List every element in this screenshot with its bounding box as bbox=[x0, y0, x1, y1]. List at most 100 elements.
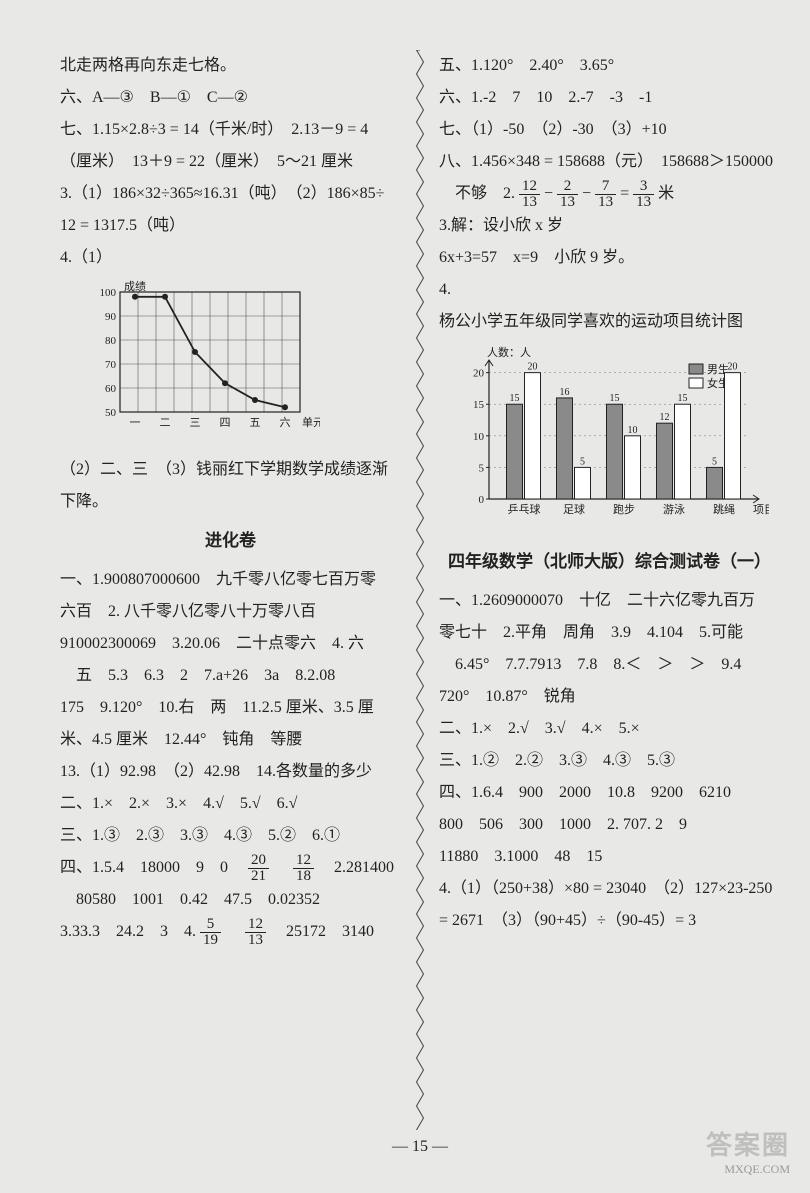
svg-text:60: 60 bbox=[105, 383, 117, 395]
text-line: 6x+3=57 x=9 小欣 9 岁。 bbox=[439, 242, 780, 274]
text-line: = 2671 （3）（90+45）÷（90-45）= 3 bbox=[439, 905, 780, 937]
text-line: 零七十 2.平角 周角 3.9 4.104 5.可能 bbox=[439, 617, 780, 649]
svg-text:5: 5 bbox=[712, 456, 717, 467]
label: 4.（1） bbox=[60, 249, 112, 266]
text-line: 720° 10.87° 锐角 bbox=[439, 681, 780, 713]
page-number: — 15 — bbox=[60, 1138, 780, 1156]
left-column: 北走两格再向东走七格。 六、A—③ B—① C—② 七、1.15×2.8÷3 =… bbox=[60, 50, 419, 1130]
text-line: 五、1.120° 2.40° 3.65° bbox=[439, 50, 780, 82]
denominator: 19 bbox=[200, 933, 221, 948]
svg-text:二: 二 bbox=[160, 417, 171, 429]
text-line: 800 506 300 1000 2. 707. 2 9 bbox=[439, 809, 780, 841]
text-line: 四、1.5.4 18000 9 0 20 21 12 18 2.281400 bbox=[60, 852, 401, 884]
text-line: 五 5.3 6.3 2 7.a+26 3a 8.2.08 bbox=[60, 660, 401, 692]
svg-text:15: 15 bbox=[678, 393, 688, 404]
text-line: 三、1.③ 2.③ 3.③ 4.③ 5.② 6.① bbox=[60, 820, 401, 852]
svg-text:游泳: 游泳 bbox=[663, 502, 685, 516]
denominator: 13 bbox=[595, 195, 616, 210]
numerator: 20 bbox=[248, 853, 269, 869]
svg-text:50: 50 bbox=[105, 407, 117, 419]
svg-text:0: 0 bbox=[479, 494, 485, 506]
numerator: 12 bbox=[245, 917, 266, 933]
fraction: 7 13 bbox=[595, 179, 616, 210]
svg-text:15: 15 bbox=[610, 393, 620, 404]
line-chart-svg: 5060708090100一二三四五六单元成绩 bbox=[80, 278, 320, 438]
bar-chart: 05101520人数：人项目男生女生1520乒乓球165足球1510跑步1215… bbox=[449, 342, 780, 539]
line-chart: 5060708090100一二三四五六单元成绩 bbox=[80, 278, 401, 450]
text: − bbox=[582, 185, 595, 202]
svg-text:足球: 足球 bbox=[563, 502, 585, 516]
svg-text:100: 100 bbox=[100, 287, 117, 299]
fraction: 3 13 bbox=[633, 179, 654, 210]
svg-text:10: 10 bbox=[473, 431, 485, 443]
svg-text:单元: 单元 bbox=[302, 416, 320, 429]
svg-text:20: 20 bbox=[528, 362, 538, 373]
bar-chart-svg: 05101520人数：人项目男生女生1520乒乓球165足球1510跑步1215… bbox=[449, 342, 769, 527]
denominator: 13 bbox=[519, 195, 540, 210]
svg-text:15: 15 bbox=[510, 393, 520, 404]
svg-text:5: 5 bbox=[580, 456, 585, 467]
denominator: 13 bbox=[245, 933, 266, 948]
numerator: 7 bbox=[595, 179, 616, 195]
watermark: 答案圈 MXQE.COM bbox=[706, 1129, 790, 1178]
watermark-url: MXQE.COM bbox=[706, 1162, 790, 1178]
svg-text:五: 五 bbox=[250, 417, 261, 429]
denominator: 21 bbox=[248, 869, 269, 884]
svg-text:10: 10 bbox=[628, 425, 638, 436]
svg-text:三: 三 bbox=[190, 417, 201, 429]
text-line: 二、1.× 2.× 3.× 4.√ 5.√ 6.√ bbox=[60, 788, 401, 820]
fraction: 20 21 bbox=[248, 853, 269, 884]
text-line: 12 = 1317.5（吨） bbox=[60, 210, 401, 242]
column-divider bbox=[419, 50, 421, 1130]
numerator: 12 bbox=[293, 853, 314, 869]
text-line: 6.45° 7.7.7913 7.8 8.＜ ＞ ＞ 9.4 bbox=[439, 649, 780, 681]
watermark-text: 答案圈 bbox=[706, 1129, 790, 1163]
svg-text:乒乓球: 乒乓球 bbox=[508, 502, 541, 516]
svg-text:跑步: 跑步 bbox=[613, 502, 635, 516]
svg-text:5: 5 bbox=[479, 462, 485, 474]
text-line: （2）二、三 （3）钱丽红下学期数学成绩逐渐 bbox=[60, 454, 401, 486]
text-line: 一、1.2609000070 十亿 二十六亿零九百万 bbox=[439, 585, 780, 617]
text: 四、1.5.4 18000 9 0 bbox=[60, 859, 244, 876]
svg-text:70: 70 bbox=[105, 359, 117, 371]
wavy-divider-svg bbox=[415, 50, 425, 1130]
denominator: 18 bbox=[293, 869, 314, 884]
text-line: 4.（1）（250+38）×80 = 23040 （2）127×23-250 bbox=[439, 873, 780, 905]
text-line: （厘米） 13＋9 = 22（厘米） 5～21 厘米 bbox=[60, 146, 401, 178]
text-line: 二、1.× 2.√ 3.√ 4.× 5.× bbox=[439, 713, 780, 745]
svg-text:20: 20 bbox=[473, 368, 485, 380]
text-line: 米、4.5 厘米 12.44° 钝角 等腰 bbox=[60, 724, 401, 756]
text-line: 11880 3.1000 48 15 bbox=[439, 841, 780, 873]
numerator: 3 bbox=[633, 179, 654, 195]
svg-text:六: 六 bbox=[280, 416, 291, 429]
svg-text:20: 20 bbox=[728, 362, 738, 373]
numerator: 2 bbox=[557, 179, 578, 195]
svg-text:四: 四 bbox=[220, 417, 231, 429]
text: 3.33.3 24.2 3 4. bbox=[60, 923, 196, 940]
section-title: 四年级数学（北师大版）综合测试卷（一） bbox=[439, 545, 780, 579]
svg-text:80: 80 bbox=[105, 335, 117, 347]
text: 2.281400 bbox=[318, 859, 394, 876]
text-line: 三、1.② 2.② 3.③ 4.③ 5.③ bbox=[439, 745, 780, 777]
chart-title: 杨公小学五年级同学喜欢的运动项目统计图 bbox=[439, 306, 780, 338]
text-line: 七、1.15×2.8÷3 = 14（千米/时） 2.13－9 = 4 bbox=[60, 114, 401, 146]
text-line: 北走两格再向东走七格。 bbox=[60, 50, 401, 82]
svg-text:项目: 项目 bbox=[753, 503, 769, 516]
text: = bbox=[620, 185, 633, 202]
text-line: 一、1.900807000600 九千零八亿零七百万零 bbox=[60, 564, 401, 596]
text-line: 13.（1）92.98 （2）42.98 14.各数量的多少 bbox=[60, 756, 401, 788]
right-column: 五、1.120° 2.40° 3.65° 六、1.-2 7 10 2.-7 -3… bbox=[421, 50, 780, 1130]
text-line: 175 9.120° 10.右 两 11.2.5 厘米、3.5 厘 bbox=[60, 692, 401, 724]
fraction: 12 13 bbox=[519, 179, 540, 210]
svg-text:12: 12 bbox=[660, 412, 670, 423]
fraction: 5 19 bbox=[200, 917, 221, 948]
fraction: 2 13 bbox=[557, 179, 578, 210]
svg-text:16: 16 bbox=[560, 387, 570, 398]
text: − bbox=[544, 185, 557, 202]
text-line: 下降。 bbox=[60, 486, 401, 518]
text-line: 六、A—③ B—① C—② bbox=[60, 82, 401, 114]
svg-text:跳绳: 跳绳 bbox=[713, 502, 735, 516]
svg-text:90: 90 bbox=[105, 311, 117, 323]
svg-text:人数：人: 人数：人 bbox=[487, 346, 531, 359]
denominator: 13 bbox=[633, 195, 654, 210]
